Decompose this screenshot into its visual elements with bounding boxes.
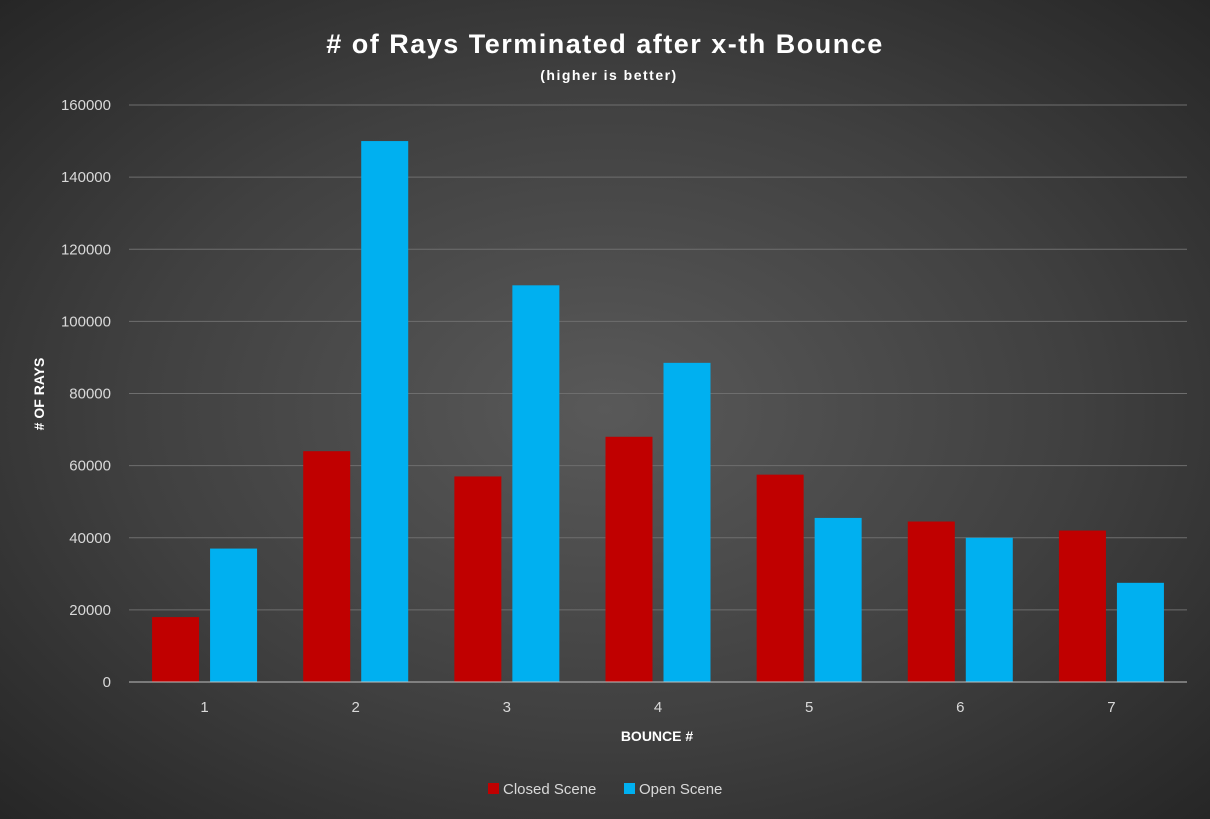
legend-label: Open Scene <box>639 781 722 798</box>
x-tick-label: 5 <box>805 699 813 716</box>
bars <box>152 141 1164 682</box>
x-axis-ticks: 1 2 3 4 5 6 7 <box>200 699 1115 716</box>
y-tick-label: 160000 <box>61 97 111 114</box>
y-axis-title: # OF RAYS <box>31 358 47 431</box>
y-tick-label: 20000 <box>69 602 111 619</box>
chart-title: # of Rays Terminated after x-th Bounce <box>326 29 884 59</box>
y-tick-label: 100000 <box>61 313 111 330</box>
legend-label: Closed Scene <box>503 781 596 798</box>
y-tick-label: 80000 <box>69 386 111 403</box>
y-tick-label: 40000 <box>69 530 111 547</box>
bar-closed-scene <box>907 521 955 682</box>
bar-open-scene <box>1116 582 1164 682</box>
x-tick-label: 1 <box>200 699 208 716</box>
y-axis-ticks: 0 20000 40000 60000 80000 100000 120000 140000 1… <box>61 97 111 691</box>
y-tick-label: 120000 <box>61 241 111 258</box>
bar-closed-scene <box>303 451 351 682</box>
y-tick-label: 0 <box>103 674 111 691</box>
x-tick-label: 7 <box>1107 699 1115 716</box>
x-tick-label: 3 <box>503 699 511 716</box>
bar-closed-scene <box>605 436 653 682</box>
x-tick-label: 2 <box>352 699 360 716</box>
bar-closed-scene <box>152 617 200 682</box>
gridlines <box>129 104 1187 611</box>
y-tick-label: 140000 <box>61 169 111 186</box>
bar-open-scene <box>965 537 1013 682</box>
legend-swatch <box>624 783 635 794</box>
x-axis-title: BOUNCE # <box>621 728 694 744</box>
bar-open-scene <box>814 517 862 682</box>
bar-open-scene <box>663 362 711 682</box>
bar-closed-scene <box>1058 530 1106 682</box>
y-tick-label: 60000 <box>69 458 111 475</box>
bar-open-scene <box>361 141 409 682</box>
bar-open-scene <box>512 285 560 682</box>
bar-open-scene <box>210 548 258 682</box>
x-tick-label: 4 <box>654 699 662 716</box>
bar-closed-scene <box>756 474 804 682</box>
legend-swatch <box>488 783 499 794</box>
chart-subtitle: (higher is better) <box>540 67 677 83</box>
legend: Closed Scene Open Scene <box>488 781 722 798</box>
bar-closed-scene <box>454 476 502 682</box>
x-tick-label: 6 <box>956 699 964 716</box>
